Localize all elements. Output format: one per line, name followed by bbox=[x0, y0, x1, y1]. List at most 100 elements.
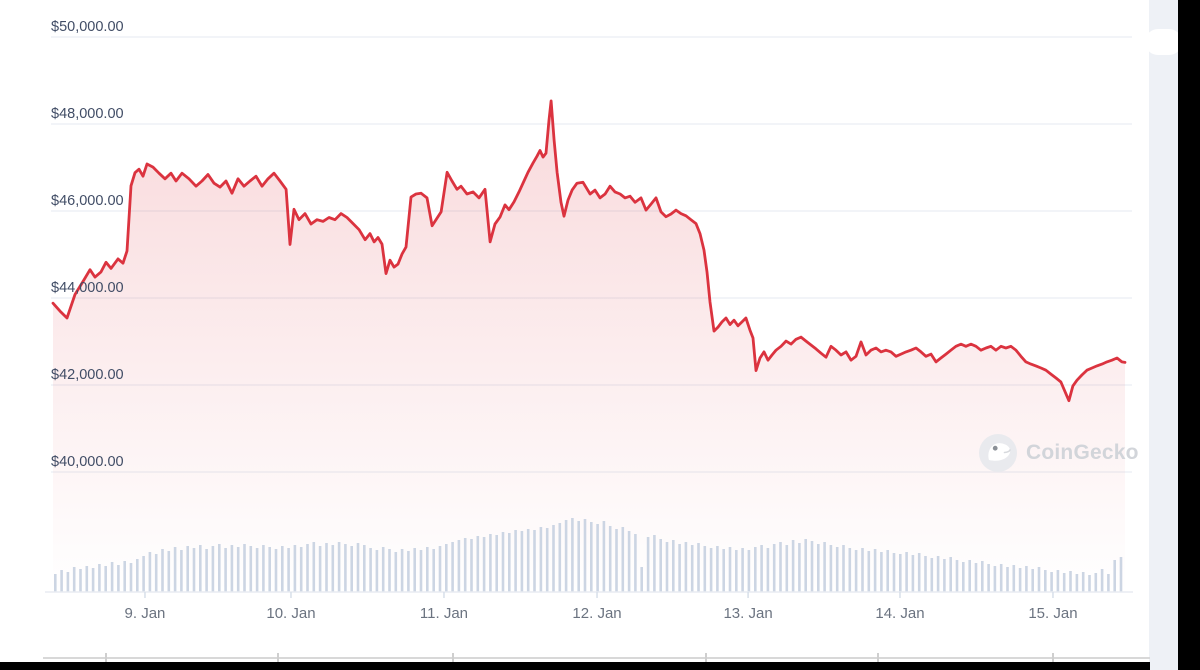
volume-bar bbox=[634, 534, 637, 592]
volume-bar bbox=[363, 545, 366, 592]
volume-bar bbox=[1062, 573, 1066, 592]
volume-bar bbox=[917, 553, 921, 592]
volume-bar bbox=[646, 537, 650, 592]
volume-bar bbox=[552, 525, 555, 592]
x-tick-label: 12. Jan bbox=[572, 605, 621, 622]
volume-bar bbox=[716, 546, 719, 592]
volume-bar bbox=[123, 561, 126, 592]
volume-bar bbox=[590, 522, 593, 592]
volume-bar bbox=[545, 528, 549, 592]
volume-bar bbox=[722, 549, 725, 592]
y-axis-labels: $50,000.00 $48,000.00 $46,000.00 $44,000.00… bbox=[51, 19, 124, 470]
volume-bar bbox=[1075, 574, 1079, 592]
volume-bar bbox=[955, 560, 959, 592]
volume-bar bbox=[255, 548, 259, 592]
volume-bar bbox=[262, 545, 265, 592]
volume-bar bbox=[501, 532, 505, 592]
volume-bar bbox=[186, 546, 189, 592]
volume-bar bbox=[85, 566, 89, 592]
volume-bar bbox=[577, 521, 580, 592]
volume-bar bbox=[117, 565, 120, 592]
price-chart[interactable]: $50,000.00 $48,000.00 $46,000.00 $44,000.00… bbox=[0, 0, 1150, 662]
volume-bar bbox=[394, 552, 398, 592]
volume-bar bbox=[608, 526, 612, 592]
y-tick-label: $46,000.00 bbox=[51, 193, 124, 209]
volume-bar bbox=[539, 527, 543, 592]
volume-bar bbox=[665, 542, 669, 592]
volume-bar bbox=[760, 545, 763, 592]
volume-bar bbox=[596, 524, 599, 592]
volume-bar bbox=[1100, 569, 1104, 592]
volume-bar bbox=[1113, 560, 1116, 592]
volume-bar bbox=[779, 542, 782, 592]
volume-bar bbox=[754, 547, 757, 592]
volume-bar bbox=[690, 545, 694, 592]
volume-bar bbox=[936, 556, 940, 592]
volume-bar bbox=[520, 531, 524, 592]
volume-bar bbox=[772, 544, 776, 592]
volume-bar bbox=[886, 550, 889, 592]
volume-bar bbox=[899, 554, 902, 592]
volume-bar bbox=[873, 549, 877, 592]
volume-bar bbox=[199, 545, 202, 592]
volume-bar bbox=[98, 564, 101, 592]
volume-bar bbox=[974, 563, 978, 592]
volume-bar bbox=[766, 548, 770, 592]
volume-bar bbox=[192, 548, 196, 592]
volume-bar bbox=[438, 546, 442, 592]
volume-bar bbox=[571, 518, 574, 592]
volume-bar bbox=[236, 547, 240, 592]
volume-bar bbox=[1050, 572, 1053, 592]
volume-bar bbox=[205, 549, 208, 592]
volume-bar bbox=[672, 540, 675, 592]
volume-bar bbox=[791, 540, 795, 592]
volume-bar bbox=[558, 523, 562, 592]
volume-bar bbox=[810, 541, 814, 592]
volume-bar bbox=[350, 546, 353, 592]
screen-edge-bottom bbox=[0, 662, 1150, 670]
volume-bar bbox=[615, 529, 618, 592]
price-area-fill bbox=[53, 100, 1125, 593]
volume-bar bbox=[1081, 572, 1085, 592]
volume-bar bbox=[426, 547, 429, 592]
volume-bar bbox=[54, 574, 57, 592]
volume-bar bbox=[325, 543, 328, 592]
volume-bar bbox=[854, 550, 858, 592]
scrollbar-gap bbox=[1145, 29, 1182, 55]
volume-bar bbox=[318, 546, 322, 592]
table-top-border bbox=[43, 657, 1150, 659]
x-tick-label: 10. Jan bbox=[266, 605, 315, 622]
x-tick-label: 15. Jan bbox=[1028, 605, 1077, 622]
volume-bar bbox=[148, 552, 152, 592]
volume-bar bbox=[274, 549, 278, 592]
volume-bar bbox=[627, 531, 631, 592]
volume-bar bbox=[703, 546, 707, 592]
scrollbar-track[interactable] bbox=[1149, 0, 1178, 670]
volume-bar bbox=[785, 545, 789, 592]
volume-bar bbox=[281, 546, 284, 592]
volume-bar bbox=[943, 559, 946, 592]
volume-bar bbox=[981, 561, 984, 592]
volume-bar bbox=[514, 530, 517, 592]
x-axis-labels: 9. Jan 10. Jan 11. Jan 12. Jan 13. Jan 14. Ja… bbox=[125, 605, 1078, 622]
volume-bar bbox=[697, 543, 700, 592]
volume-bar bbox=[911, 555, 915, 592]
volume-bar bbox=[167, 551, 171, 592]
y-tick-label: $48,000.00 bbox=[51, 106, 124, 122]
volume-bar bbox=[993, 566, 997, 592]
volume-bar bbox=[173, 547, 177, 592]
volume-bar bbox=[457, 540, 461, 592]
volume-bar bbox=[867, 551, 871, 592]
volume-bar bbox=[829, 545, 833, 592]
volume-bar bbox=[154, 554, 158, 592]
volume-bar bbox=[413, 548, 416, 592]
volume-bar bbox=[243, 544, 246, 592]
volume-bar bbox=[419, 550, 423, 592]
volume-bar bbox=[129, 563, 133, 592]
volume-bar bbox=[293, 545, 297, 592]
x-tick-label: 13. Jan bbox=[723, 605, 772, 622]
table-column-divider bbox=[1052, 653, 1054, 662]
volume-bar bbox=[388, 549, 391, 592]
x-tick-label: 11. Jan bbox=[420, 605, 468, 622]
